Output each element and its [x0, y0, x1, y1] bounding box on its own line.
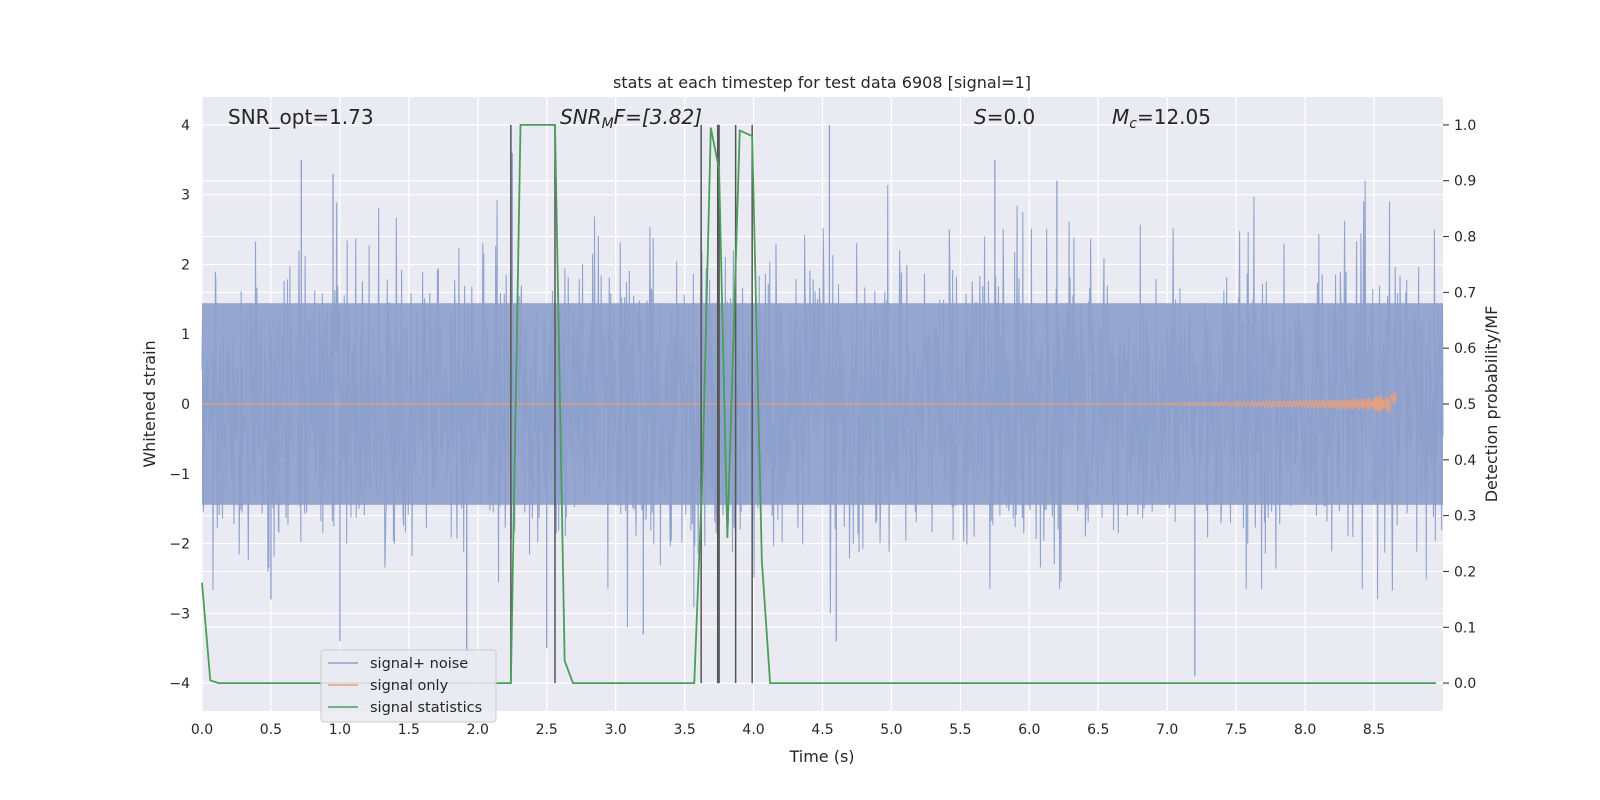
x-tick-label-1: 0.5: [260, 722, 282, 738]
x-tick-label-12: 6.0: [1018, 722, 1040, 738]
annotation-s: S=0.0: [974, 105, 1035, 129]
mc-base: M: [1112, 105, 1129, 129]
legend-label-signal-statistics: signal statistics: [370, 700, 482, 716]
x-axis-label: Time (s): [788, 747, 854, 766]
snr-mf-sub: M: [602, 116, 614, 132]
legend: signal+ noise signal only signal statist…: [320, 649, 497, 723]
snr-mf-base: SNR: [560, 105, 602, 129]
y-right-tick-label-0: 0.0: [1454, 676, 1476, 692]
y-right-tick-label-1: 0.1: [1454, 620, 1476, 636]
x-tick-label-15: 7.5: [1225, 722, 1247, 738]
y-tick-label-0: −4: [169, 676, 190, 692]
annotation-mc: Mc=12.05: [1112, 105, 1211, 132]
x-tick-label-3: 1.5: [398, 722, 420, 738]
x-tick-label-8: 4.0: [742, 722, 764, 738]
chirp-trace: [201, 392, 1397, 414]
y-right-tick-label-7: 0.7: [1454, 285, 1476, 301]
snr-mf-tail: F=[3.82]: [614, 105, 702, 129]
y-right-tick-label-10: 1.0: [1454, 118, 1476, 134]
x-tick-label-17: 8.5: [1363, 722, 1385, 738]
legend-label-signal-only: signal only: [370, 678, 449, 694]
x-tick-label-10: 5.0: [880, 722, 902, 738]
annotation-snr-opt: SNR_opt=1.73: [228, 105, 374, 129]
y-tick-label-3: −1: [169, 467, 190, 483]
y-right-tick-label-3: 0.3: [1454, 509, 1476, 525]
legend-box: [320, 649, 497, 723]
chart-title: stats at each timestep for test data 690…: [613, 73, 1031, 92]
y-right-tick-label-9: 0.9: [1454, 174, 1476, 190]
x-tick-label-16: 8.0: [1294, 722, 1316, 738]
x-tick-label-14: 7.0: [1156, 722, 1178, 738]
y-tick-label-5: 1: [181, 327, 190, 343]
y-right-tick-label-5: 0.5: [1454, 397, 1476, 413]
x-tick-label-5: 2.5: [536, 722, 558, 738]
y-right-tick-label-8: 0.8: [1454, 230, 1476, 246]
x-tick-label-13: 6.5: [1087, 722, 1109, 738]
y-axis-label-left: Whitened strain: [140, 340, 159, 467]
x-tick-label-2: 1.0: [329, 722, 351, 738]
y-tick-label-6: 2: [181, 257, 190, 273]
y-tick-label-2: −2: [169, 537, 190, 553]
s-val: =0.0: [987, 105, 1036, 129]
s-var: S: [974, 105, 987, 129]
y-right-tick-label-2: 0.2: [1454, 564, 1476, 580]
y-axis-label-right: Detection probability/MF: [1482, 306, 1501, 503]
x-tick-label-9: 4.5: [811, 722, 833, 738]
vertical-markers: [510, 124, 753, 684]
x-tick-label-6: 3.0: [605, 722, 627, 738]
mc-sub: c: [1129, 116, 1137, 132]
x-tick-label-11: 5.5: [949, 722, 971, 738]
x-tick-label-0: 0.0: [191, 722, 213, 738]
y-right-tick-label-6: 0.6: [1454, 341, 1476, 357]
x-tick-label-7: 3.5: [673, 722, 695, 738]
mc-val: =12.05: [1137, 105, 1211, 129]
y-tick-label-4: 0: [181, 397, 190, 413]
tick-labels: 0.0 0.5 1.0 1.5 2.0 2.5 3.0 3.5 4.0 4.5 5.0 5.5 6.0 6…: [169, 118, 1476, 738]
y-right-tick-label-4: 0.4: [1454, 453, 1476, 469]
legend-label-signal-noise: signal+ noise: [370, 656, 468, 672]
annotation-snr-mf: SNRMF=[3.82]: [560, 105, 702, 132]
y-tick-label-1: −3: [169, 606, 190, 622]
y-tick-label-7: 3: [181, 188, 190, 204]
series-signal-only: [201, 392, 1397, 414]
x-tick-label-4: 2.0: [467, 722, 489, 738]
y-tick-label-8: 4: [181, 118, 190, 134]
